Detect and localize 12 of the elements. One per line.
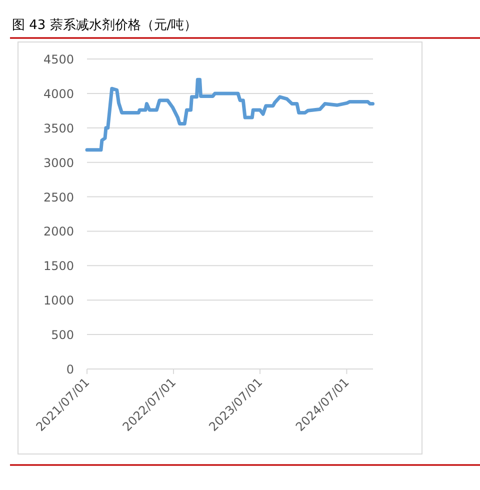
y-tick-label: 0 [66,362,74,376]
line-series [85,78,375,152]
y-tick-label: 3000 [43,156,74,170]
y-tick-label: 4000 [43,86,74,101]
y-tick-label: 1000 [43,294,74,308]
y-tick-label: 2000 [43,224,74,239]
y-tick-label: 1500 [43,259,74,274]
y-tick-label: 4500 [43,52,74,66]
y-tick-label: 2500 [43,190,74,204]
chart-title: 图 43 萘系减水剂价格（元/吨） [12,17,198,33]
y-tick-label: 3500 [43,121,74,136]
y-tick-label: 500 [51,328,74,342]
